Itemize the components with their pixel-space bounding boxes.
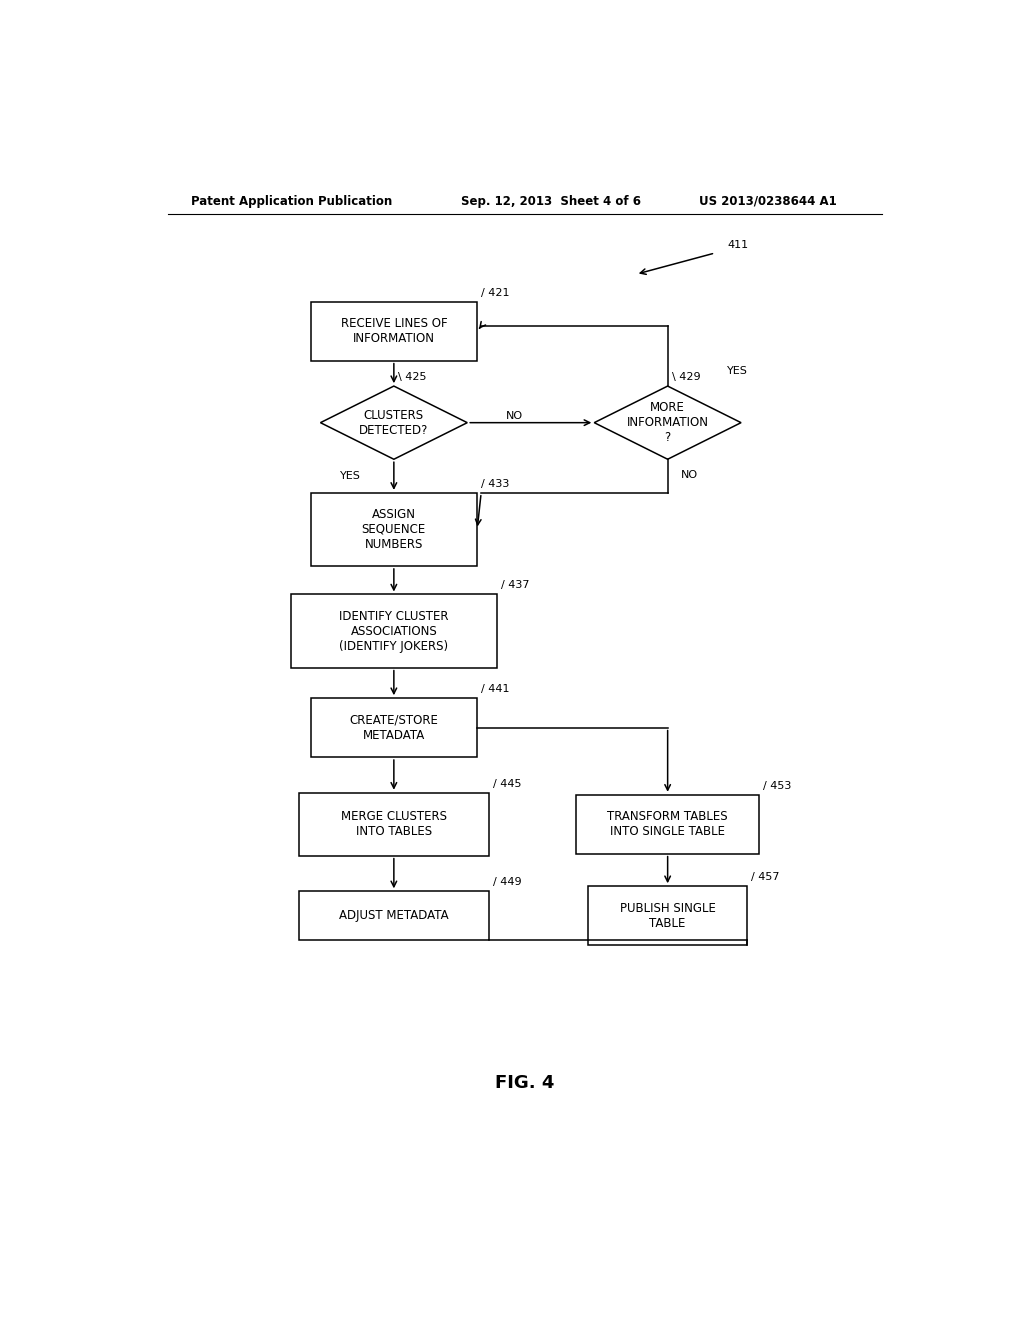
Text: / 453: / 453 [763, 780, 792, 791]
FancyBboxPatch shape [310, 698, 477, 758]
Text: / 441: / 441 [481, 684, 510, 694]
Polygon shape [594, 385, 741, 459]
Text: IDENTIFY CLUSTER
ASSOCIATIONS
(IDENTIFY JOKERS): IDENTIFY CLUSTER ASSOCIATIONS (IDENTIFY … [339, 610, 449, 652]
Text: MORE
INFORMATION
?: MORE INFORMATION ? [627, 401, 709, 444]
Text: / 433: / 433 [481, 479, 510, 488]
Text: Patent Application Publication: Patent Application Publication [191, 194, 393, 207]
Text: \ 425: \ 425 [397, 372, 426, 381]
FancyBboxPatch shape [588, 886, 748, 945]
FancyBboxPatch shape [310, 492, 477, 566]
FancyBboxPatch shape [291, 594, 497, 668]
Text: 411: 411 [727, 240, 749, 249]
Text: ADJUST METADATA: ADJUST METADATA [339, 909, 449, 923]
Text: \ 429: \ 429 [672, 372, 700, 381]
Text: / 421: / 421 [481, 288, 510, 297]
FancyBboxPatch shape [310, 302, 477, 360]
FancyBboxPatch shape [299, 891, 489, 940]
FancyBboxPatch shape [299, 792, 489, 855]
Text: / 437: / 437 [501, 581, 529, 590]
Text: Sep. 12, 2013  Sheet 4 of 6: Sep. 12, 2013 Sheet 4 of 6 [461, 194, 641, 207]
Text: CREATE/STORE
METADATA: CREATE/STORE METADATA [349, 714, 438, 742]
Text: RECEIVE LINES OF
INFORMATION: RECEIVE LINES OF INFORMATION [341, 317, 447, 346]
Text: / 445: / 445 [494, 779, 521, 788]
Text: MERGE CLUSTERS
INTO TABLES: MERGE CLUSTERS INTO TABLES [341, 810, 446, 838]
Text: ASSIGN
SEQUENCE
NUMBERS: ASSIGN SEQUENCE NUMBERS [361, 508, 426, 550]
FancyBboxPatch shape [577, 795, 759, 854]
Text: TRANSFORM TABLES
INTO SINGLE TABLE: TRANSFORM TABLES INTO SINGLE TABLE [607, 810, 728, 838]
Text: / 449: / 449 [494, 878, 521, 887]
Polygon shape [321, 385, 467, 459]
Text: NO: NO [506, 411, 523, 421]
Text: CLUSTERS
DETECTED?: CLUSTERS DETECTED? [359, 409, 428, 437]
Text: PUBLISH SINGLE
TABLE: PUBLISH SINGLE TABLE [620, 902, 716, 929]
Text: / 457: / 457 [751, 873, 779, 882]
Text: US 2013/0238644 A1: US 2013/0238644 A1 [699, 194, 838, 207]
Text: YES: YES [340, 471, 360, 480]
Text: YES: YES [727, 366, 748, 376]
Text: FIG. 4: FIG. 4 [496, 1074, 554, 1093]
Text: NO: NO [681, 470, 698, 479]
